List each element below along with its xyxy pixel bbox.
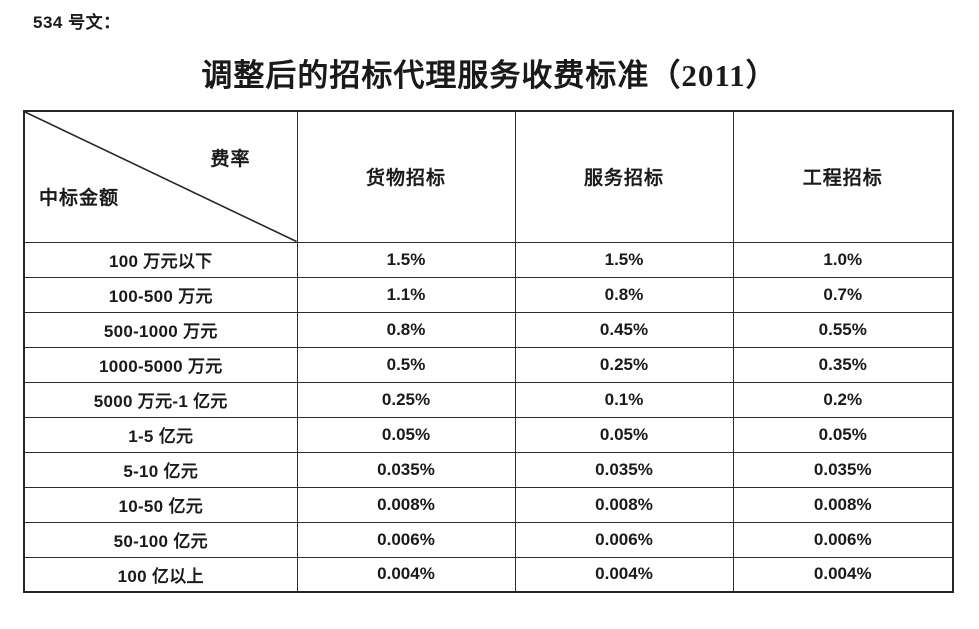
- goods-rate-cell: 0.035%: [296, 451, 516, 488]
- table-row: 5000 万元-1 亿元 0.25% 0.1% 0.2%: [23, 381, 954, 418]
- goods-rate-cell: 0.05%: [296, 416, 516, 453]
- table-row: 100-500 万元 1.1% 0.8% 0.7%: [23, 276, 954, 313]
- engineering-rate-cell: 0.05%: [732, 416, 954, 453]
- service-rate-cell: 0.004%: [514, 556, 734, 593]
- service-rate-cell: 0.25%: [514, 346, 734, 383]
- table-row: 500-1000 万元 0.8% 0.45% 0.55%: [23, 311, 954, 348]
- goods-rate-cell: 0.8%: [296, 311, 516, 348]
- engineering-rate-cell: 0.035%: [732, 451, 954, 488]
- engineering-rate-cell: 0.2%: [732, 381, 954, 418]
- amount-cell: 5000 万元-1 亿元: [23, 381, 298, 418]
- amount-cell: 5-10 亿元: [23, 451, 298, 488]
- table-row: 10-50 亿元 0.008% 0.008% 0.008%: [23, 486, 954, 523]
- engineering-rate-cell: 0.006%: [732, 521, 954, 558]
- amount-cell: 50-100 亿元: [23, 521, 298, 558]
- table-row: 5-10 亿元 0.035% 0.035% 0.035%: [23, 451, 954, 488]
- service-rate-cell: 0.05%: [514, 416, 734, 453]
- amount-cell: 100-500 万元: [23, 276, 298, 313]
- goods-rate-cell: 0.25%: [296, 381, 516, 418]
- goods-rate-cell: 0.5%: [296, 346, 516, 383]
- table-row: 100 万元以下 1.5% 1.5% 1.0%: [23, 241, 954, 278]
- goods-rate-cell: 0.006%: [296, 521, 516, 558]
- service-rate-cell: 0.8%: [514, 276, 734, 313]
- column-header-service: 服务招标: [514, 110, 734, 243]
- corner-label-amount: 中标金额: [39, 188, 120, 209]
- amount-cell: 100 亿以上: [23, 556, 298, 593]
- table-row: 100 亿以上 0.004% 0.004% 0.004%: [23, 556, 954, 593]
- service-rate-cell: 0.006%: [514, 521, 734, 558]
- service-rate-cell: 0.035%: [514, 451, 734, 488]
- table-row: 50-100 亿元 0.006% 0.006% 0.006%: [23, 521, 954, 558]
- engineering-rate-cell: 0.008%: [732, 486, 954, 523]
- corner-header-cell: 费率 中标金额: [23, 110, 298, 243]
- amount-cell: 10-50 亿元: [23, 486, 298, 523]
- service-rate-cell: 0.45%: [514, 311, 734, 348]
- service-rate-cell: 0.1%: [514, 381, 734, 418]
- column-header-goods: 货物招标: [296, 110, 516, 243]
- engineering-rate-cell: 1.0%: [732, 241, 954, 278]
- goods-rate-cell: 0.008%: [296, 486, 516, 523]
- engineering-rate-cell: 0.004%: [732, 556, 954, 593]
- goods-rate-cell: 1.5%: [296, 241, 516, 278]
- doc-reference-label: 534 号文：: [33, 13, 121, 32]
- amount-cell: 1000-5000 万元: [23, 346, 298, 383]
- engineering-rate-cell: 0.35%: [732, 346, 954, 383]
- engineering-rate-cell: 0.55%: [732, 311, 954, 348]
- service-rate-cell: 0.008%: [514, 486, 734, 523]
- engineering-rate-cell: 0.7%: [732, 276, 954, 313]
- table-row: 1000-5000 万元 0.5% 0.25% 0.35%: [23, 346, 954, 383]
- amount-cell: 100 万元以下: [23, 241, 298, 278]
- amount-cell: 1-5 亿元: [23, 416, 298, 453]
- page-title: 调整后的招标代理服务收费标准（2011）: [201, 58, 778, 93]
- goods-rate-cell: 1.1%: [296, 276, 516, 313]
- diagonal-divider-line: [25, 112, 297, 242]
- goods-rate-cell: 0.004%: [296, 556, 516, 593]
- column-header-engineering: 工程招标: [732, 110, 954, 243]
- table-row: 1-5 亿元 0.05% 0.05% 0.05%: [23, 416, 954, 453]
- service-rate-cell: 1.5%: [514, 241, 734, 278]
- amount-cell: 500-1000 万元: [23, 311, 298, 348]
- corner-label-rate: 费率: [210, 149, 251, 170]
- fee-rate-table: 费率 中标金额 货物招标 服务招标 工程招标 100 万元以下 1.5% 1.5…: [23, 110, 954, 593]
- table-header-row: 费率 中标金额 货物招标 服务招标 工程招标: [23, 110, 954, 243]
